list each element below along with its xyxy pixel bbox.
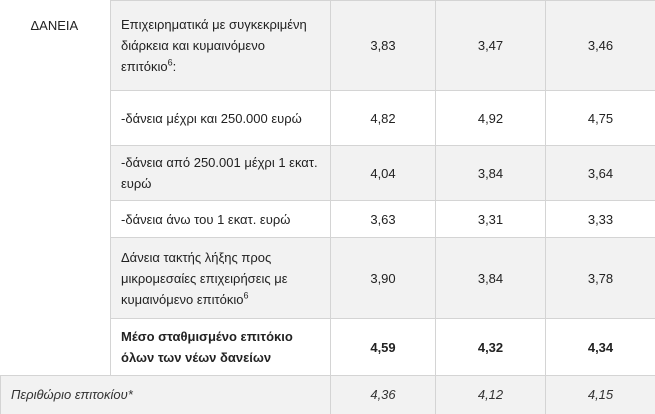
value-cell: 3,64 xyxy=(546,146,655,201)
label-cell: Μέσο σταθμισμένο επιτόκιο όλων των νέων … xyxy=(111,319,331,376)
value-cell: 4,34 xyxy=(546,319,655,376)
row-label: Δάνεια τακτής λήξης προς μικρομεσαίες επ… xyxy=(121,250,288,307)
value-cell: 3,90 xyxy=(331,238,436,319)
label-cell: -δάνεια άνω του 1 εκατ. ευρώ xyxy=(111,201,331,238)
value-cell: 3,83 xyxy=(331,1,436,91)
label-cell: -δάνεια μέχρι και 250.000 ευρώ xyxy=(111,91,331,146)
value-cell: 3,47 xyxy=(436,1,546,91)
label-cell: -δάνεια από 250.001 μέχρι 1 εκατ. ευρώ xyxy=(111,146,331,201)
value-cell: 4,59 xyxy=(331,319,436,376)
value-cell: 4,82 xyxy=(331,91,436,146)
footnote-mark: 6 xyxy=(244,290,249,300)
value-cell: 3,78 xyxy=(546,238,655,319)
row-label: -δάνεια άνω του 1 εκατ. ευρώ xyxy=(121,212,290,227)
value-cell: 3,33 xyxy=(546,201,655,238)
value-cell: 3,84 xyxy=(436,238,546,319)
value-cell: 3,84 xyxy=(436,146,546,201)
value-cell: 4,75 xyxy=(546,91,655,146)
label-cell: Επιχειρηματικά με συγκεκριμένη διάρκεια … xyxy=(111,1,331,91)
category-cell: ΔΑΝΕΙΑ xyxy=(1,1,111,376)
label-suffix: : xyxy=(173,59,177,74)
value-cell: 3,63 xyxy=(331,201,436,238)
value-cell: 4,92 xyxy=(436,91,546,146)
footer-value: 4,36 xyxy=(331,376,436,414)
value-cell: 3,31 xyxy=(436,201,546,238)
footer-value: 4,15 xyxy=(546,376,655,414)
value-cell: 4,04 xyxy=(331,146,436,201)
value-cell: 3,46 xyxy=(546,1,655,91)
row-label: -δάνεια μέχρι και 250.000 ευρώ xyxy=(121,111,302,126)
row-label: Μέσο σταθμισμένο επιτόκιο όλων των νέων … xyxy=(121,329,293,365)
footer-value: 4,12 xyxy=(436,376,546,414)
row-label: Επιχειρηματικά με συγκεκριμένη διάρκεια … xyxy=(121,17,307,74)
footer-label: Περιθώριο επιτοκίου* xyxy=(1,376,331,414)
label-cell: Δάνεια τακτής λήξης προς μικρομεσαίες επ… xyxy=(111,238,331,319)
value-cell: 4,32 xyxy=(436,319,546,376)
row-label: -δάνεια από 250.001 μέχρι 1 εκατ. ευρώ xyxy=(121,155,318,191)
